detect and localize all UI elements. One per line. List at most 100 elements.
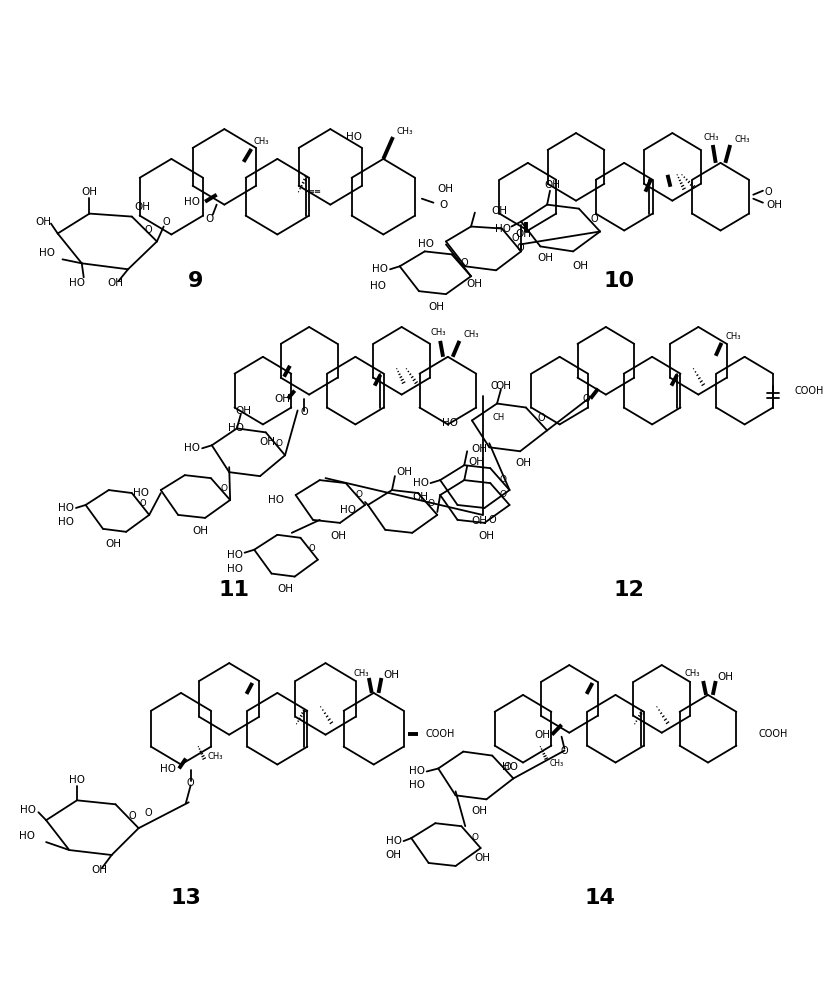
Text: HO: HO xyxy=(69,775,85,785)
Text: O: O xyxy=(560,746,567,756)
Text: OH: OH xyxy=(533,730,549,740)
Text: HO: HO xyxy=(58,517,74,527)
Text: O: O xyxy=(516,243,523,253)
Text: CH₃: CH₃ xyxy=(702,133,718,142)
Text: 9: 9 xyxy=(188,271,203,291)
Text: HO: HO xyxy=(184,197,200,207)
Text: CH₃: CH₃ xyxy=(353,669,369,678)
Text: HO: HO xyxy=(409,766,424,776)
Text: OH: OH xyxy=(468,457,484,467)
Text: OH: OH xyxy=(428,302,444,312)
Text: HO: HO xyxy=(370,281,385,291)
Text: O: O xyxy=(128,811,136,821)
Text: CH₃: CH₃ xyxy=(396,127,413,136)
Text: 12: 12 xyxy=(613,580,643,599)
Text: 14: 14 xyxy=(584,888,614,908)
Text: COOH: COOH xyxy=(425,729,455,739)
Text: HO: HO xyxy=(227,423,243,433)
Text: OH: OH xyxy=(35,217,51,227)
Text: OH: OH xyxy=(537,253,552,263)
Text: OH: OH xyxy=(330,531,346,541)
Text: OH: OH xyxy=(274,394,289,404)
Text: HO: HO xyxy=(371,264,388,274)
Text: OH: OH xyxy=(134,202,150,212)
Text: O: O xyxy=(582,394,590,404)
Text: 11: 11 xyxy=(218,580,249,599)
Text: O: O xyxy=(511,233,519,243)
Text: ≡≡: ≡≡ xyxy=(307,187,321,196)
Text: OH: OH xyxy=(572,261,588,271)
Text: HO: HO xyxy=(227,550,242,560)
Text: HO: HO xyxy=(385,836,401,846)
Text: OH: OH xyxy=(383,670,399,680)
Text: OH: OH xyxy=(717,672,733,682)
Text: OH: OH xyxy=(543,180,559,190)
Text: CH₃: CH₃ xyxy=(549,759,563,768)
Text: HO: HO xyxy=(160,764,176,774)
Text: HO: HO xyxy=(502,762,518,772)
Text: HO: HO xyxy=(133,488,149,498)
Text: CH₃: CH₃ xyxy=(208,752,223,761)
Text: OH: OH xyxy=(514,458,530,468)
Text: O: O xyxy=(460,258,467,268)
Text: HO: HO xyxy=(409,780,424,790)
Text: HO: HO xyxy=(21,805,36,815)
Text: O: O xyxy=(488,515,495,525)
Text: O: O xyxy=(500,475,506,484)
Text: OH: OH xyxy=(466,279,482,289)
Text: HO: HO xyxy=(39,248,55,258)
Text: O: O xyxy=(163,217,170,227)
Text: O: O xyxy=(503,762,511,772)
Text: O: O xyxy=(300,407,308,417)
Text: CH₃: CH₃ xyxy=(733,135,748,144)
Text: OH: OH xyxy=(81,187,98,197)
Text: OH: OH xyxy=(471,516,487,526)
Text: COOH: COOH xyxy=(758,729,786,739)
Text: OH: OH xyxy=(236,406,251,416)
Text: O: O xyxy=(764,187,772,197)
Text: CH: CH xyxy=(492,413,504,422)
Text: O: O xyxy=(427,499,434,508)
Text: O: O xyxy=(308,544,314,553)
Text: OH: OH xyxy=(766,200,782,210)
Text: CH₃: CH₃ xyxy=(463,330,478,339)
Text: OH: OH xyxy=(385,850,401,860)
Text: OH: OH xyxy=(471,444,487,454)
Text: OH: OH xyxy=(514,229,530,239)
Text: O: O xyxy=(144,225,152,235)
Text: OH: OH xyxy=(490,206,506,216)
Text: O: O xyxy=(590,214,597,224)
Text: HO: HO xyxy=(418,239,434,249)
Text: 10: 10 xyxy=(603,271,634,291)
Text: OH: OH xyxy=(91,865,107,875)
Text: OH: OH xyxy=(260,437,275,447)
Text: CH₃: CH₃ xyxy=(253,137,269,146)
Text: O: O xyxy=(140,499,146,508)
Text: OH: OH xyxy=(437,184,452,194)
Text: O: O xyxy=(220,484,227,493)
Text: HO: HO xyxy=(184,443,200,453)
Text: CH₃: CH₃ xyxy=(430,328,446,337)
Text: OH: OH xyxy=(108,278,123,288)
Text: O: O xyxy=(144,808,152,818)
Text: CH₃: CH₃ xyxy=(724,332,740,341)
Text: CH₃: CH₃ xyxy=(684,669,700,678)
Text: HO: HO xyxy=(58,503,74,513)
Text: O: O xyxy=(187,778,194,788)
Text: OH: OH xyxy=(495,381,511,391)
Text: HO: HO xyxy=(495,224,511,234)
Text: O: O xyxy=(355,490,362,499)
Text: OH: OH xyxy=(277,584,293,594)
Text: O: O xyxy=(206,214,214,224)
Text: HO: HO xyxy=(69,278,85,288)
Text: OH: OH xyxy=(471,806,487,816)
Text: HO: HO xyxy=(346,132,361,142)
Text: O: O xyxy=(490,381,497,391)
Text: OH: OH xyxy=(478,531,494,541)
Text: HO: HO xyxy=(227,564,242,574)
Text: O: O xyxy=(500,490,506,499)
Text: O: O xyxy=(471,833,477,842)
Text: OH: OH xyxy=(396,467,412,477)
Text: OH: OH xyxy=(475,853,490,863)
Text: HO: HO xyxy=(268,495,284,505)
